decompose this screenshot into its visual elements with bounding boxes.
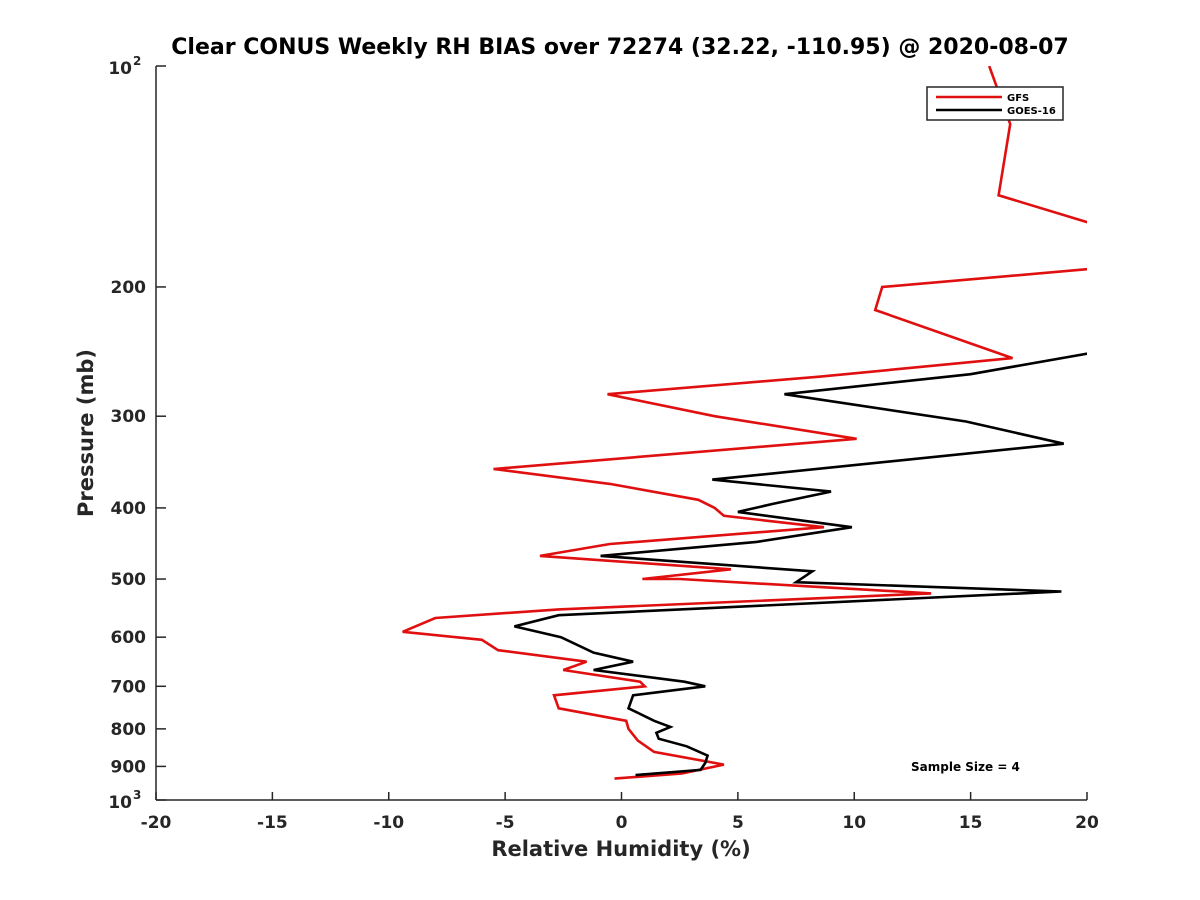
y-tick-label: 10 [108, 59, 132, 79]
legend: GFS GOES-16 [926, 86, 1064, 121]
legend-label-gfs: GFS [1007, 93, 1029, 104]
y-tick-label: 800 [111, 720, 147, 740]
plot-area: -20 -15 -10 -5 0 5 10 15 20 10 220030040050060070… [108, 54, 1099, 833]
chart-title: Clear CONUS Weekly RH BIAS over 72274 (3… [171, 35, 1068, 60]
x-axis-label: Relative Humidity (%) [491, 837, 750, 861]
x-tick-label: -20 [141, 813, 172, 833]
x-tick-label: 15 [959, 813, 983, 833]
series-layer [402, 66, 1087, 780]
y-tick-label: 500 [111, 570, 147, 590]
y-tick-label: 700 [111, 677, 147, 697]
x-tick-label: -5 [496, 813, 515, 833]
x-tick-label: -10 [373, 813, 404, 833]
series-line-goes-16 [514, 352, 1087, 777]
series-line-gfs [402, 66, 1087, 780]
x-tick-label: -15 [257, 813, 288, 833]
y-tick-label-exponent: 2 [133, 54, 141, 68]
y-tick-label: 10 [108, 793, 132, 813]
x-tick-label: 0 [616, 813, 628, 833]
sample-size-annotation: Sample Size = 4 [911, 760, 1020, 774]
x-tick-label: 5 [732, 813, 744, 833]
y-tick-label-exponent: 3 [133, 788, 141, 802]
x-tick-label: 20 [1075, 813, 1099, 833]
y-tick-label: 300 [111, 407, 147, 427]
y-tick-label: 200 [111, 278, 147, 298]
legend-label-goes: GOES-16 [1007, 106, 1056, 117]
x-ticks: -20 -15 -10 -5 0 5 10 15 20 [141, 792, 1099, 833]
y-axis-label: Pressure (mb) [74, 349, 98, 517]
x-tick-label: 10 [842, 813, 866, 833]
y-tick-label: 600 [111, 628, 147, 648]
legend-box [926, 86, 1064, 121]
y-tick-label: 400 [111, 499, 147, 519]
y-tick-label: 900 [111, 757, 147, 777]
